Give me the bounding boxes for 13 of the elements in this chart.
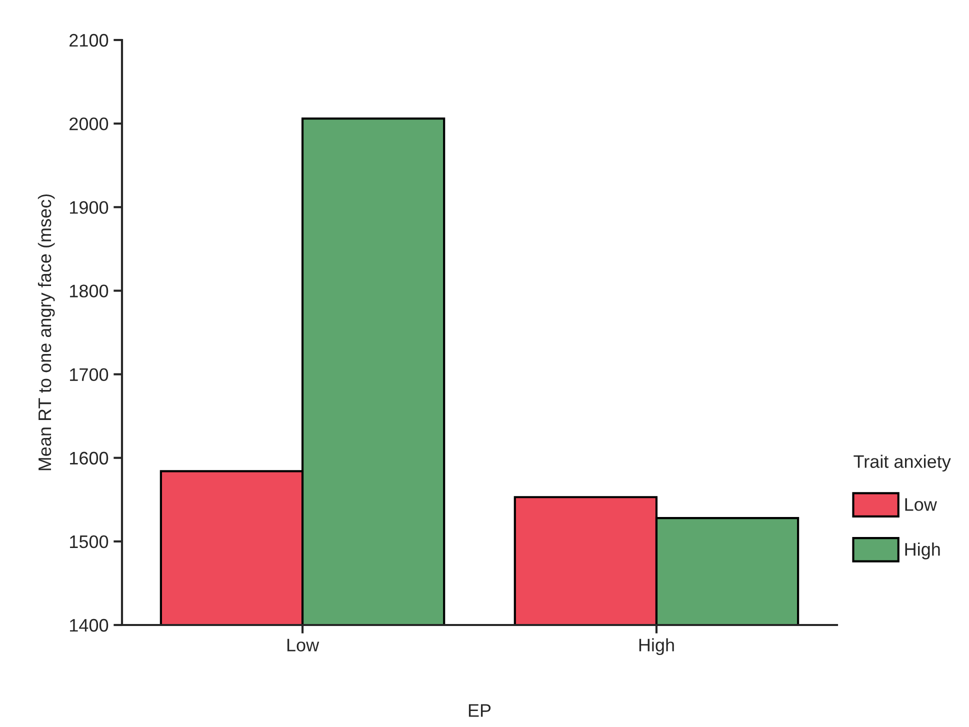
y-tick-label: 1600: [70, 452, 108, 465]
x-axis-title: EP: [468, 704, 491, 717]
y-tick-label: 2100: [70, 34, 108, 47]
y-tick-label: 1700: [70, 368, 108, 382]
y-tick-label: 2000: [70, 118, 108, 130]
y-tick-label: 1900: [70, 201, 108, 214]
y-tick-label: 1400: [70, 618, 108, 632]
legend-label: High: [905, 542, 940, 560]
legend-label: Low: [905, 498, 937, 511]
legend-title: Trait anxiety: [854, 454, 951, 472]
y-axis-title: Mean RT to one angry face (msec): [38, 194, 55, 470]
y-tick-label: 1800: [70, 284, 108, 298]
y-tick-label: 1500: [70, 535, 108, 548]
